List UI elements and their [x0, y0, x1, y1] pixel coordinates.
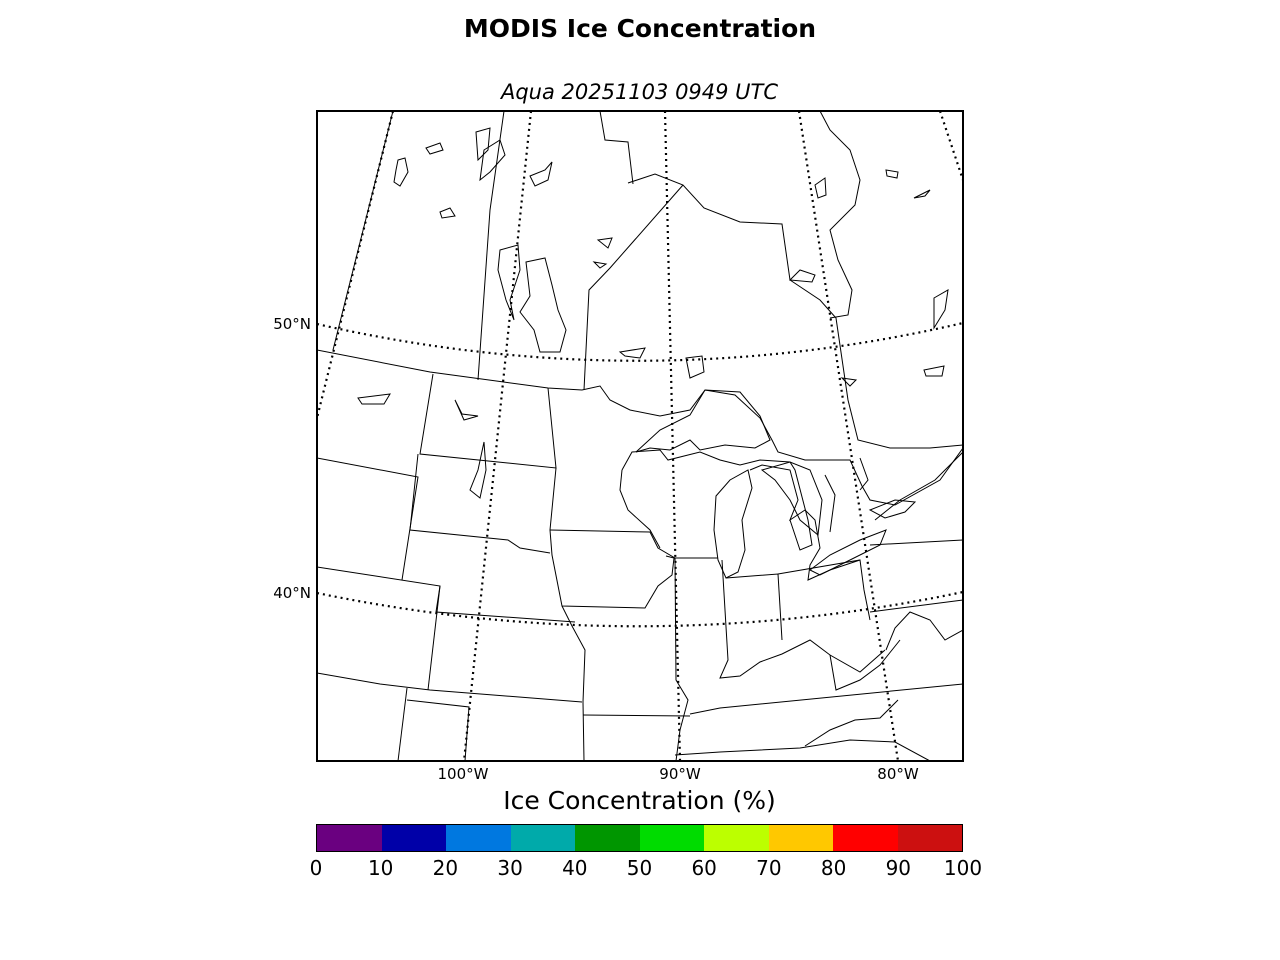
colorbar-segment [639, 825, 704, 851]
colorbar-tick-label: 70 [756, 856, 782, 880]
colorbar-tick-label: 100 [943, 856, 983, 880]
hudson-bay-coast [599, 111, 931, 319]
colorbar-tick-label: 60 [691, 856, 717, 880]
colorbar-tick-label: 30 [497, 856, 523, 880]
figure-title: MODIS Ice Concentration [463, 14, 817, 43]
colorbar-tick-label: 80 [820, 856, 847, 880]
lat-label-50n: 50°N [273, 315, 311, 333]
province-boundaries [332, 111, 963, 449]
colorbar-segment [317, 825, 382, 851]
meridian-90w [663, 111, 682, 761]
colorbar [316, 824, 963, 852]
lake-superior [635, 389, 771, 453]
colorbar-segment [575, 825, 640, 851]
meridian-70w [938, 111, 963, 181]
colorbar-segment [381, 825, 446, 851]
northern-lakes [357, 127, 949, 499]
parallel-50n [317, 321, 963, 362]
colorbar-title: Ice Concentration (%) [503, 786, 776, 815]
parallel-40n [317, 590, 963, 628]
lon-label-80w: 80°W [877, 765, 919, 783]
colorbar-tick-label: 90 [885, 856, 912, 880]
colorbar-tick-label: 0 [309, 856, 323, 880]
meridian-100w [462, 111, 533, 761]
state-boundaries [317, 373, 963, 761]
colorbar-segment [446, 825, 511, 851]
lake-huron [760, 461, 823, 536]
international-border [317, 349, 963, 506]
lake-erie [809, 529, 887, 576]
lat-label-40n: 40°N [273, 584, 311, 602]
figure-subtitle: Aqua 20251103 0949 UTC [500, 80, 779, 104]
colorbar-segment [768, 825, 833, 851]
colorbar-tick-label: 10 [367, 856, 394, 880]
map-frame [316, 110, 964, 762]
colorbar-segment [897, 825, 962, 851]
colorbar-segment [704, 825, 769, 851]
colorbar-tick-label: 50 [626, 856, 653, 880]
lon-label-100w: 100°W [437, 765, 489, 783]
lon-label-90w: 90°W [659, 765, 701, 783]
great-lakes [619, 389, 963, 581]
graticule [317, 111, 963, 761]
colorbar-tick-label: 40 [562, 856, 588, 880]
lake-ontario [868, 499, 917, 519]
lake-michigan [713, 469, 753, 579]
colorbar-segment [833, 825, 898, 851]
colorbar-segment [510, 825, 575, 851]
meridian-80w [797, 111, 900, 761]
colorbar-tick-label: 20 [432, 856, 459, 880]
